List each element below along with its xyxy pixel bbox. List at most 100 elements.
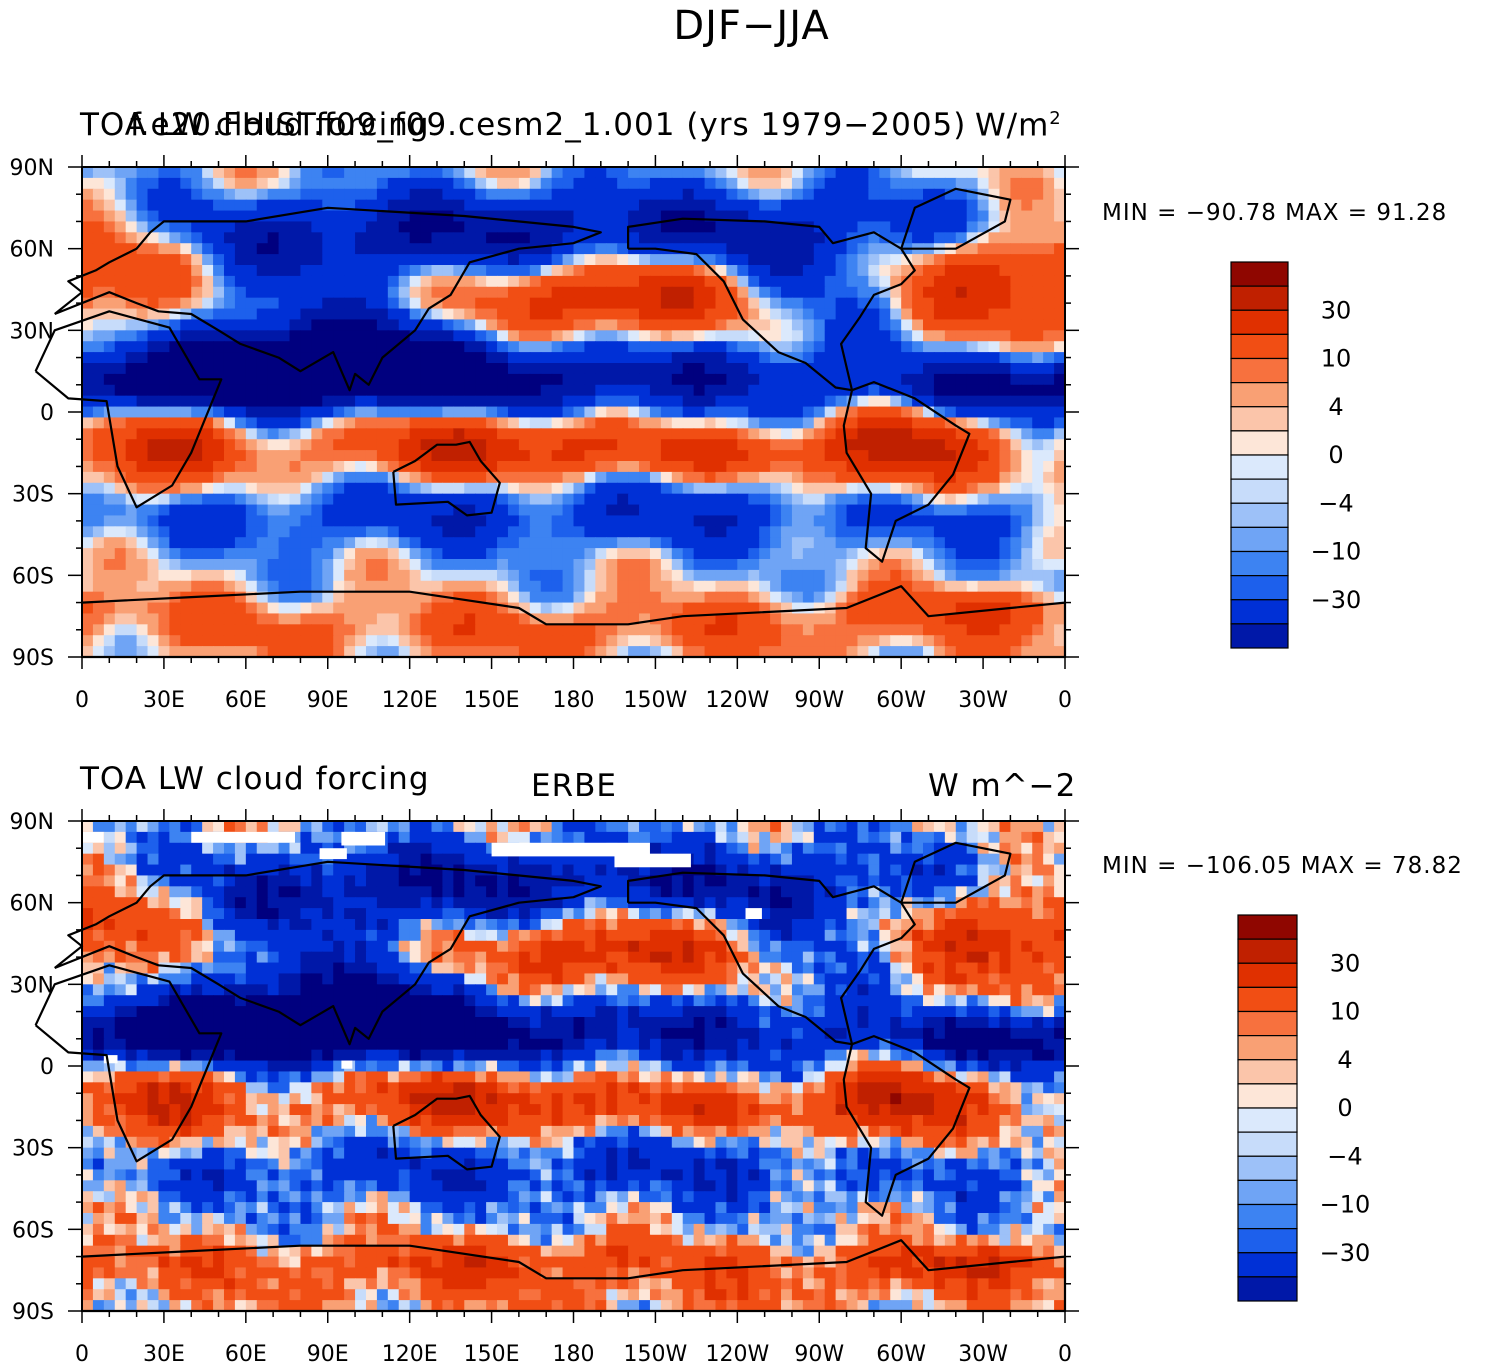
- heat-cell: [114, 471, 127, 484]
- heat-cell: [857, 537, 869, 549]
- heat-cell: [234, 232, 247, 244]
- heat-cell: [398, 286, 411, 299]
- heat-cell: [595, 526, 607, 538]
- heat-cell: [715, 482, 728, 495]
- heat-cell: [82, 908, 94, 920]
- heat-cell: [464, 450, 476, 462]
- heat-cell: [355, 395, 367, 408]
- heat-cell: [398, 580, 411, 593]
- heat-cell: [1010, 439, 1022, 451]
- heat-cell: [387, 395, 400, 408]
- heat-cell: [748, 821, 760, 833]
- heat-cell: [857, 548, 869, 560]
- heat-cell: [442, 297, 454, 310]
- heat-cell: [333, 602, 345, 615]
- x-tick-label: 120E: [382, 688, 438, 713]
- heat-cell: [781, 297, 793, 310]
- heat-cell: [628, 569, 640, 582]
- heat-cell: [333, 199, 345, 212]
- heat-cell: [365, 275, 378, 288]
- heat-cell: [344, 471, 356, 484]
- heat-cell: [693, 417, 706, 429]
- heat-cell: [409, 373, 422, 386]
- heat-cell: [1010, 537, 1022, 549]
- heat-cell: [977, 373, 990, 386]
- heat-cell: [180, 646, 192, 658]
- heat-cell: [256, 210, 269, 223]
- heat-cell: [518, 341, 531, 353]
- heat-cell: [234, 886, 247, 898]
- heat-cell: [781, 635, 793, 647]
- heat-cell: [322, 875, 334, 887]
- y-tick-label: 90S: [12, 646, 54, 671]
- heat-cell: [988, 853, 1001, 866]
- heat-cell: [671, 591, 684, 604]
- heat-cell: [376, 559, 389, 571]
- heat-cell: [944, 352, 957, 364]
- heat-cell: [453, 254, 465, 266]
- heat-cell: [923, 275, 935, 288]
- heat-cell: [82, 624, 94, 636]
- heat-cell: [169, 188, 181, 201]
- heat-cell: [103, 439, 116, 451]
- heat-cell: [770, 864, 782, 877]
- heat-cell: [912, 515, 924, 527]
- heat-cell: [464, 395, 476, 408]
- heat-cell: [256, 395, 269, 408]
- heat-cell: [464, 602, 476, 615]
- heat-cell: [682, 461, 695, 473]
- heat-cell: [92, 265, 105, 277]
- heat-cell: [781, 384, 793, 397]
- heat-cell: [933, 537, 946, 549]
- heat-cell: [1054, 210, 1066, 223]
- heat-cell: [759, 221, 771, 233]
- heat-cell: [682, 875, 695, 887]
- heat-cell: [344, 319, 356, 331]
- heat-cell: [398, 635, 411, 647]
- heat-cell: [213, 646, 225, 658]
- heat-cell: [617, 439, 629, 451]
- heat-cell: [409, 559, 422, 571]
- heat-cell: [813, 886, 826, 898]
- heat-cell: [114, 559, 127, 571]
- heat-cell: [442, 482, 454, 495]
- heat-cell: [234, 341, 247, 353]
- heat-cell: [551, 373, 564, 386]
- heat-cell: [464, 591, 476, 604]
- heat-cell: [890, 286, 902, 299]
- heat-cell: [1043, 461, 1055, 473]
- heat-cell: [234, 308, 247, 321]
- heat-cell: [486, 188, 498, 201]
- heat-cell: [726, 853, 738, 866]
- heat-cell: [267, 580, 280, 593]
- heat-cell: [693, 646, 706, 658]
- heat-cell: [890, 319, 902, 331]
- heat-cell: [136, 461, 149, 473]
- heat-cell: [933, 406, 946, 419]
- heat-cell: [923, 569, 935, 582]
- heat-cell: [125, 461, 138, 473]
- heat-cell: [355, 886, 367, 898]
- heat-cell: [715, 395, 728, 408]
- heat-cell: [1043, 254, 1055, 266]
- heat-cell: [169, 559, 181, 571]
- heat-cell: [573, 417, 586, 429]
- heat-cell: [497, 559, 509, 571]
- heat-cell: [693, 635, 706, 647]
- heat-cell: [966, 177, 979, 190]
- heat-cell: [584, 482, 596, 495]
- heat-cell: [1054, 864, 1066, 877]
- heat-cell: [234, 461, 247, 473]
- heat-cell: [682, 373, 695, 386]
- heat-cell: [1054, 352, 1066, 364]
- heat-cell: [857, 821, 869, 833]
- heat-cell: [475, 646, 487, 658]
- heat-cell: [180, 428, 192, 440]
- heat-cell: [671, 384, 684, 397]
- heat-cell: [223, 897, 236, 909]
- heat-cell: [726, 842, 738, 855]
- heat-cell: [955, 821, 968, 833]
- heat-cell: [213, 243, 225, 255]
- heat-cell: [879, 428, 891, 440]
- heat-cell: [595, 221, 607, 233]
